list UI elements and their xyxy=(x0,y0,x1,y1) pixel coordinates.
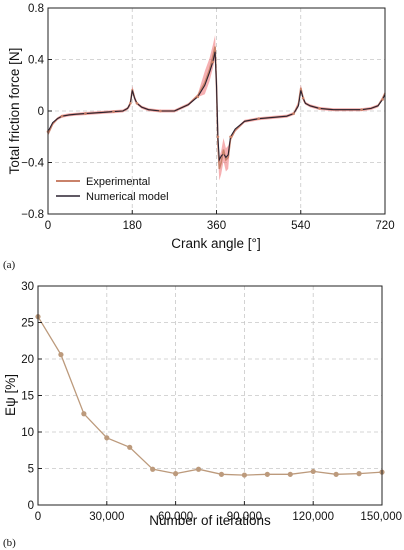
chart-a-y-tick-label: 0.8 xyxy=(28,3,44,15)
chart-b-y-tick-label: 15 xyxy=(21,391,34,403)
chart-a-numerical-marker xyxy=(135,101,139,105)
chart-b-data-point xyxy=(287,471,293,477)
chart-a-x-tick-label: 540 xyxy=(291,220,310,232)
chart-b-series-line xyxy=(37,316,383,476)
legend-numerical-label: Numerical model xyxy=(86,191,169,203)
chart-b-data-point xyxy=(310,468,316,475)
chart-b-x-tick-label: 60,000 xyxy=(158,511,193,523)
chart-b-grid xyxy=(38,286,382,505)
chart-b-data-point xyxy=(173,471,179,477)
chart-a-numerical-marker xyxy=(211,60,215,64)
chart-b-y-axis-title: Eψ [%] xyxy=(3,374,18,416)
chart-b-x-tick-label: 120,000 xyxy=(292,511,334,523)
chart-a-numerical-marker xyxy=(196,95,200,99)
chart-b-y-tick-label: 10 xyxy=(21,427,34,439)
chart-a-panel-label: (a) xyxy=(3,259,16,271)
chart-a-y-tick-label: 0.4 xyxy=(28,55,45,67)
chart-a-numerical-marker xyxy=(112,110,115,113)
chart-b-tick-labels: 0 30,000 60,000 90,000 120,000 150,000 0 5 10 15 2… xyxy=(21,281,402,523)
chart-b-x-tick-label: 30,000 xyxy=(89,511,124,523)
chart-b-data-point xyxy=(241,472,247,478)
chart-a-legend: Experimental Numerical model xyxy=(56,176,169,203)
chart-b-data-point xyxy=(150,466,156,472)
chart-a-numerical-line xyxy=(47,51,386,162)
chart-a-x-tick-label: 0 xyxy=(45,220,51,232)
chart-b-data-point xyxy=(264,471,270,477)
chart-a-ticks xyxy=(47,7,386,215)
chart-a-x-tick-label: 360 xyxy=(207,220,226,232)
chart-a-numerical-marker xyxy=(60,114,64,118)
chart-b-data-point xyxy=(104,435,110,441)
chart-a-numerical-marker xyxy=(360,108,363,112)
chart-b-data-point xyxy=(218,471,225,477)
chart-a-x-tick-label: 720 xyxy=(375,220,394,232)
chart-a-numerical-marker xyxy=(301,96,305,100)
chart-b-x-tick-label: 0 xyxy=(35,511,41,523)
chart-a: 0 180 360 540 720 −0.8 −0.4 0 0.4 0.8 Experimenta… xyxy=(3,3,395,271)
chart-a-numerical-markers xyxy=(46,60,384,155)
chart-a-numerical-marker xyxy=(318,107,321,110)
chart-b-x-tick-label: 150,000 xyxy=(360,511,402,523)
chart-b-data-point xyxy=(58,352,64,358)
chart-b-data-point xyxy=(81,411,87,417)
chart-b-data-point xyxy=(356,471,362,477)
chart-a-numerical-marker xyxy=(159,109,162,113)
chart-b-data-point xyxy=(127,444,133,450)
chart-a-tick-labels: 0 180 360 540 720 −0.8 −0.4 0 0.4 0.8 xyxy=(21,3,394,232)
chart-a-numerical-marker xyxy=(229,135,232,139)
chart-b-y-tick-label: 30 xyxy=(21,281,34,293)
chart-b-data-point xyxy=(333,471,339,477)
chart-a-y-tick-label: −0.8 xyxy=(21,209,44,221)
chart-b-data-point xyxy=(195,466,202,472)
chart-a-numerical-marker xyxy=(222,152,225,155)
chart-a-y-tick-label: 0 xyxy=(38,106,44,118)
chart-a-numerical-marker xyxy=(257,117,260,121)
chart-a-numerical-marker xyxy=(216,135,220,139)
chart-a-numerical-marker xyxy=(84,112,87,115)
chart-b-y-tick-label: 5 xyxy=(28,464,34,476)
chart-b-ticks xyxy=(37,285,383,506)
chart-a-y-axis-title: Total friction force [N] xyxy=(7,48,22,175)
chart-b-panel-label: (b) xyxy=(3,537,16,549)
chart-a-numerical-marker xyxy=(292,112,296,115)
chart-b-y-tick-label: 25 xyxy=(21,318,34,330)
chart-b-y-tick-label: 0 xyxy=(28,500,34,512)
chart-a-numerical-marker xyxy=(129,101,132,105)
chart-a-numerical-marker xyxy=(381,98,384,101)
chart-b-y-tick-label: 20 xyxy=(21,354,34,366)
chart-a-x-axis-title: Crank angle [°] xyxy=(171,236,260,251)
chart-a-y-tick-label: −0.4 xyxy=(21,158,44,170)
chart-b-points xyxy=(35,314,385,478)
chart-a-x-tick-label: 180 xyxy=(123,220,142,232)
chart-b-x-tick-label: 90,000 xyxy=(227,511,262,523)
chart-b-x-axis-title: Number of iterations xyxy=(149,513,271,528)
legend-experimental-label: Experimental xyxy=(86,176,150,188)
chart-b: 0 30,000 60,000 90,000 120,000 150,000 0 5 10 15 2… xyxy=(3,281,402,549)
